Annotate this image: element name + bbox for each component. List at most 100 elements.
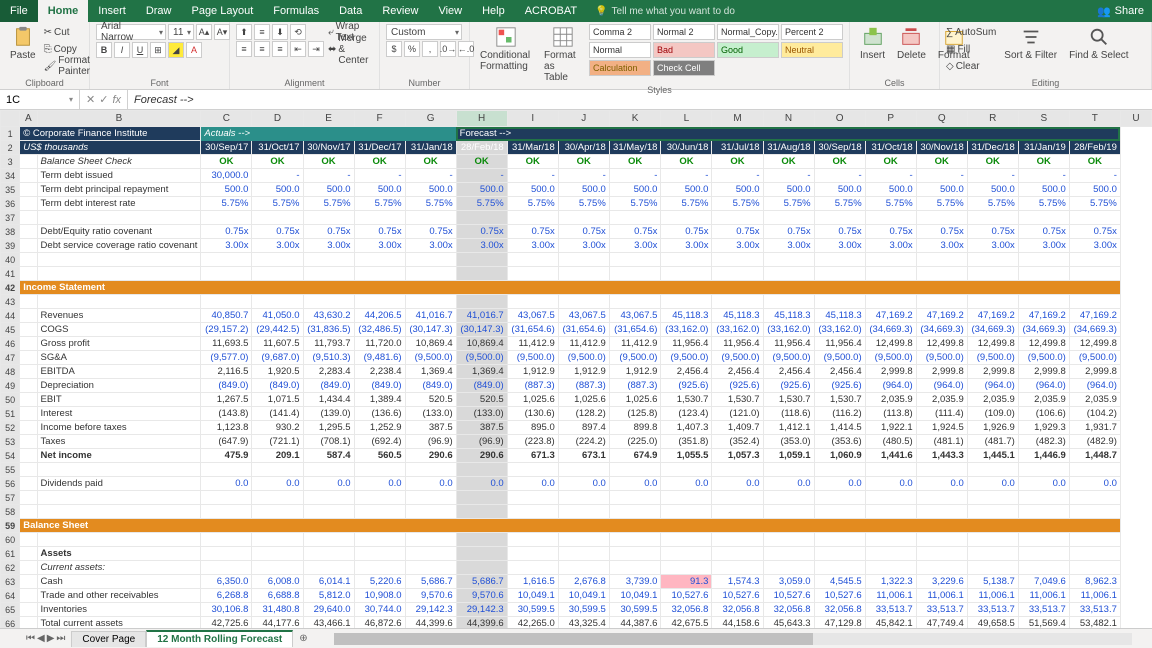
percent-button[interactable]: % <box>404 41 420 57</box>
data-cell[interactable]: 899.8 <box>609 421 661 435</box>
data-cell[interactable] <box>201 505 252 519</box>
data-cell[interactable]: 500.0 <box>1018 183 1069 197</box>
data-cell[interactable] <box>1069 211 1120 225</box>
data-cell[interactable] <box>1069 463 1120 477</box>
data-cell[interactable]: 3.00x <box>303 239 354 253</box>
data-cell[interactable]: 47,169.2 <box>967 309 1018 323</box>
data-cell[interactable] <box>456 561 507 575</box>
data-cell[interactable] <box>456 491 507 505</box>
data-cell[interactable] <box>303 491 354 505</box>
data-cell[interactable]: 1,414.5 <box>814 421 865 435</box>
data-cell[interactable]: (925.6) <box>712 379 763 393</box>
data-cell[interactable]: (925.6) <box>661 379 712 393</box>
data-cell[interactable]: 2,456.4 <box>814 365 865 379</box>
data-cell[interactable]: 500.0 <box>303 183 354 197</box>
data-cell[interactable]: (139.0) <box>303 407 354 421</box>
increase-font-button[interactable]: A▴ <box>196 24 212 40</box>
data-cell[interactable] <box>354 561 405 575</box>
data-cell[interactable]: 5.75% <box>201 197 252 211</box>
data-cell[interactable]: OK <box>252 155 303 169</box>
data-cell[interactable]: 10,049.1 <box>609 589 661 603</box>
data-cell[interactable]: 2,238.4 <box>354 365 405 379</box>
data-cell[interactable]: (849.0) <box>456 379 507 393</box>
data-cell[interactable]: 5.75% <box>354 197 405 211</box>
data-cell[interactable]: 6,268.8 <box>201 589 252 603</box>
data-cell[interactable]: 3.00x <box>456 239 507 253</box>
data-cell[interactable]: (123.4) <box>661 407 712 421</box>
data-cell[interactable]: - <box>1018 169 1069 183</box>
data-cell[interactable]: 0.75x <box>1018 225 1069 239</box>
data-cell[interactable]: 0.75x <box>252 225 303 239</box>
data-cell[interactable]: 290.6 <box>456 449 507 463</box>
data-cell[interactable]: (225.0) <box>609 435 661 449</box>
data-cell[interactable]: 9,570.6 <box>405 589 456 603</box>
data-cell[interactable]: 8,962.3 <box>1069 575 1120 589</box>
data-cell[interactable]: 1,530.7 <box>661 393 712 407</box>
data-cell[interactable] <box>303 505 354 519</box>
data-cell[interactable] <box>609 533 661 547</box>
data-cell[interactable] <box>865 211 916 225</box>
data-cell[interactable]: 42,675.5 <box>661 617 712 629</box>
data-cell[interactable] <box>252 561 303 575</box>
data-cell[interactable]: 0.75x <box>303 225 354 239</box>
data-cell[interactable]: - <box>456 169 507 183</box>
data-cell[interactable]: - <box>763 169 814 183</box>
data-cell[interactable]: OK <box>661 155 712 169</box>
data-cell[interactable] <box>456 533 507 547</box>
format-painter-button[interactable]: 🖌Format Painter <box>44 58 90 74</box>
data-cell[interactable] <box>201 211 252 225</box>
data-cell[interactable] <box>252 533 303 547</box>
data-cell[interactable] <box>354 295 405 309</box>
data-cell[interactable]: 0.0 <box>609 477 661 491</box>
data-cell[interactable]: 5.75% <box>507 197 558 211</box>
data-cell[interactable] <box>967 547 1018 561</box>
data-cell[interactable] <box>916 253 967 267</box>
sort-filter-button[interactable]: Sort & Filter <box>1000 24 1061 63</box>
col-header-M[interactable]: M <box>712 111 763 127</box>
data-cell[interactable]: (34,669.3) <box>1018 323 1069 337</box>
data-cell[interactable]: 11,720.0 <box>354 337 405 351</box>
data-cell[interactable]: 1,931.7 <box>1069 421 1120 435</box>
data-cell[interactable] <box>814 505 865 519</box>
style-good[interactable]: Good <box>717 42 779 58</box>
data-cell[interactable]: 560.5 <box>354 449 405 463</box>
data-cell[interactable]: 2,999.8 <box>1069 365 1120 379</box>
data-cell[interactable]: 44,177.6 <box>252 617 303 629</box>
data-cell[interactable] <box>354 211 405 225</box>
paste-button[interactable]: Paste <box>6 24 40 63</box>
data-cell[interactable]: 51,569.4 <box>1018 617 1069 629</box>
data-cell[interactable] <box>1069 253 1120 267</box>
data-cell[interactable]: (118.6) <box>763 407 814 421</box>
data-cell[interactable]: 895.0 <box>507 421 558 435</box>
data-cell[interactable] <box>712 253 763 267</box>
col-header-U[interactable]: U <box>1120 111 1151 127</box>
data-cell[interactable]: 0.0 <box>456 477 507 491</box>
sheet-nav-last[interactable]: ⏭ <box>56 633 65 644</box>
data-cell[interactable]: 47,749.4 <box>916 617 967 629</box>
data-cell[interactable]: 1,389.4 <box>354 393 405 407</box>
data-cell[interactable] <box>967 267 1018 281</box>
data-cell[interactable] <box>814 211 865 225</box>
style-neutral[interactable]: Neutral <box>781 42 843 58</box>
data-cell[interactable] <box>865 491 916 505</box>
data-cell[interactable]: 44,399.6 <box>405 617 456 629</box>
data-cell[interactable] <box>916 295 967 309</box>
data-cell[interactable] <box>967 295 1018 309</box>
data-cell[interactable]: 2,456.4 <box>712 365 763 379</box>
align-center-button[interactable]: ≡ <box>254 41 270 57</box>
data-cell[interactable]: 44,206.5 <box>354 309 405 323</box>
data-cell[interactable]: 3.00x <box>712 239 763 253</box>
data-cell[interactable]: 0.0 <box>405 477 456 491</box>
data-cell[interactable] <box>405 561 456 575</box>
data-cell[interactable]: 0.0 <box>712 477 763 491</box>
data-cell[interactable] <box>1018 253 1069 267</box>
data-cell[interactable] <box>661 505 712 519</box>
tab-draw[interactable]: Draw <box>136 0 182 22</box>
col-header-I[interactable]: I <box>507 111 558 127</box>
data-cell[interactable] <box>201 295 252 309</box>
data-cell[interactable]: 3.00x <box>405 239 456 253</box>
data-cell[interactable]: 11,006.1 <box>916 589 967 603</box>
data-cell[interactable] <box>1018 561 1069 575</box>
data-cell[interactable] <box>661 547 712 561</box>
data-cell[interactable]: 3,739.0 <box>609 575 661 589</box>
